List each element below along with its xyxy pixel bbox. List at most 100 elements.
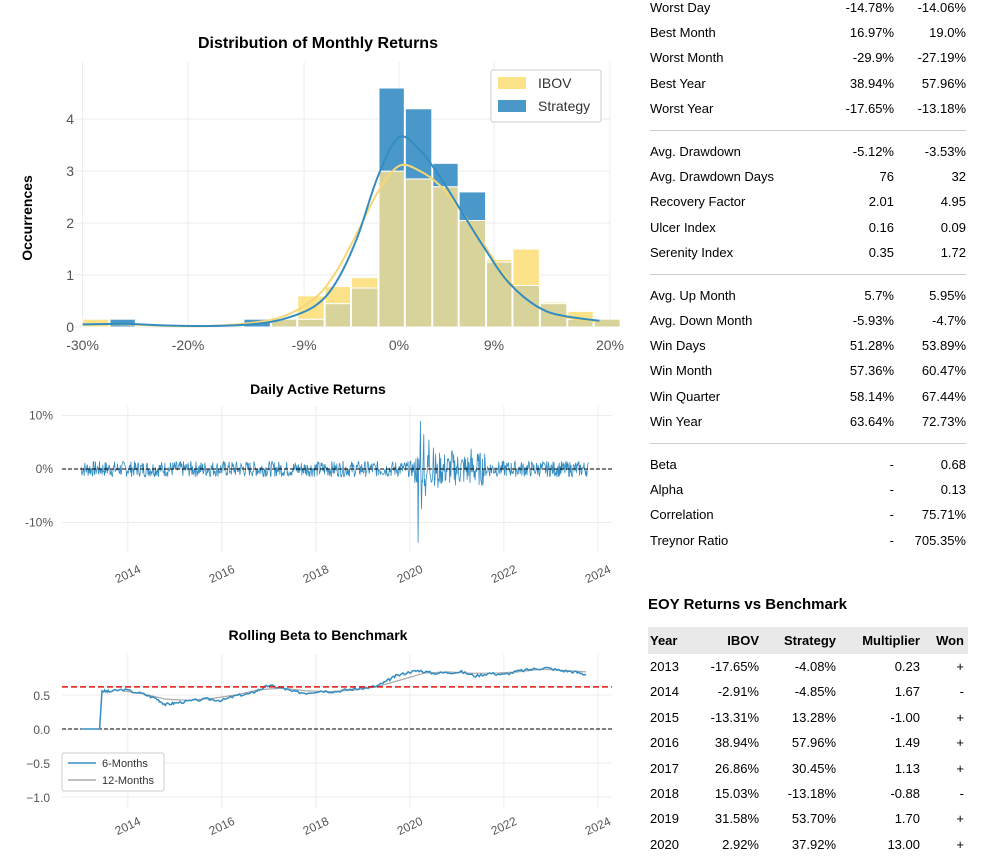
histogram-bar-ibov: [539, 301, 568, 305]
metric-label: Worst Year: [650, 101, 714, 116]
metric-value-strategy: 72.73%: [921, 414, 966, 429]
eoy-cell-multiplier: 1.70: [894, 811, 920, 827]
eoy-header-row: Year IBOV Strategy Multiplier Won: [648, 627, 968, 654]
eoy-row: 2017 26.86% 30.45% 1.13 +: [648, 756, 968, 781]
legend-label-ibov: IBOV: [538, 75, 572, 91]
metric-row: Treynor Ratio - 705.35%: [648, 531, 968, 551]
distribution-ytick: 2: [66, 215, 74, 231]
metric-value-benchmark: 0.35: [868, 245, 894, 260]
metric-label: Worst Day: [650, 0, 711, 15]
eoy-cell-won: +: [956, 760, 964, 776]
eoy-cell-year: 2016: [650, 735, 679, 751]
eoy-row: 2020 2.92% 37.92% 13.00 +: [648, 832, 968, 857]
metric-value-strategy: -27.19%: [917, 50, 966, 65]
distribution-ytick: 1: [66, 267, 74, 283]
histogram-bar: [324, 303, 352, 328]
metric-row: Ulcer Index 0.16 0.09: [648, 218, 968, 238]
histogram-bar: [593, 318, 621, 328]
histogram-bar-strategy: [378, 87, 405, 172]
metric-row: Win Year 63.64% 72.73%: [648, 412, 968, 432]
rolling-beta-xtick: 2018: [301, 814, 331, 838]
metric-label: Treynor Ratio: [650, 533, 729, 548]
metric-label: Win Month: [650, 363, 713, 378]
metric-value-strategy: 53.89%: [921, 338, 966, 353]
histogram-bar-strategy: [458, 191, 487, 221]
metric-value-benchmark: 63.64%: [849, 414, 894, 429]
rolling-beta-title: Rolling Beta to Benchmark: [229, 627, 408, 643]
eoy-cell-ibov: 38.94%: [714, 735, 759, 751]
eoy-cell-year: 2015: [650, 709, 679, 725]
rolling-beta-12-months-line: [123, 668, 587, 702]
eoy-header-multiplier: Multiplier: [862, 633, 920, 648]
distribution-ytick: 4: [66, 111, 74, 127]
distribution-ytick: 0: [66, 319, 74, 335]
rolling-beta-ytick: −1.0: [26, 791, 50, 805]
active-returns-xtick: 2024: [583, 562, 613, 586]
eoy-cell-won: +: [956, 659, 964, 674]
metric-label: Avg. Drawdown Days: [650, 169, 775, 184]
histogram-bar: [351, 287, 379, 328]
eoy-cell-ibov: -17.65%: [710, 659, 759, 674]
metric-row: Worst Month -29.9% -27.19%: [648, 48, 968, 68]
eoy-cell-strategy: 37.92%: [791, 836, 836, 852]
metric-value-benchmark: -5.12%: [852, 144, 894, 159]
metric-label: Avg. Up Month: [650, 288, 736, 303]
eoy-cell-strategy: 53.70%: [791, 811, 836, 827]
distribution-chart-svg: Distribution of Monthly Returns Occurren…: [19, 35, 624, 353]
kde-line-strategy: [82, 135, 600, 328]
rolling-beta-xtick: 2014: [113, 814, 143, 838]
metric-value-strategy: 5.95%: [929, 288, 966, 303]
metric-value-strategy: 60.47%: [921, 363, 966, 378]
metric-label: Best Month: [650, 25, 716, 40]
metric-value-benchmark: 38.94%: [849, 76, 894, 91]
metric-label: Correlation: [650, 507, 714, 522]
metric-label: Worst Month: [650, 50, 724, 65]
metric-value-strategy: 67.44%: [921, 389, 966, 404]
metric-value-strategy: 0.09: [940, 220, 966, 235]
histogram-bar-ibov: [324, 285, 352, 305]
eoy-cell-year: 2017: [650, 760, 679, 776]
metric-value-strategy: 75.71%: [921, 507, 966, 522]
distribution-ylabel: Occurrences: [19, 175, 35, 261]
metric-row: Win Quarter 58.14% 67.44%: [648, 387, 968, 407]
metric-row: Avg. Drawdown -5.12% -3.53%: [648, 142, 968, 162]
eoy-cell-strategy: 57.96%: [791, 735, 836, 751]
metric-row: Win Month 57.36% 60.47%: [648, 361, 968, 381]
eoy-cell-multiplier: -0.88: [890, 786, 920, 801]
histogram-bar: [486, 261, 513, 328]
metric-value-benchmark: -: [889, 457, 894, 472]
eoy-cell-won: +: [956, 735, 964, 751]
eoy-cell-strategy: -4.08%: [794, 659, 836, 674]
eoy-header-ibov: IBOV: [727, 633, 759, 648]
eoy-cell-multiplier: -1.00: [890, 709, 920, 725]
legend-swatch-ibov: [498, 77, 526, 89]
eoy-cell-won: -: [959, 684, 964, 700]
eoy-cell-won: +: [956, 709, 964, 725]
rolling-beta-ytick: 0.0: [33, 723, 50, 737]
metric-value-benchmark: -: [889, 507, 894, 522]
eoy-cell-won: +: [956, 836, 964, 852]
distribution-legend: IBOV Strategy: [490, 69, 602, 123]
distribution-chart: Distribution of Monthly Returns Occurren…: [0, 22, 640, 362]
distribution-xtick: 0%: [389, 337, 409, 353]
metric-label: Avg. Down Month: [650, 313, 753, 328]
distribution-ytick: 3: [66, 163, 74, 179]
metric-value-strategy: 0.13: [940, 482, 966, 497]
metric-row: Worst Day -14.78% -14.06%: [648, 0, 968, 18]
eoy-cell-strategy: 30.45%: [791, 760, 836, 776]
metric-value-strategy: -3.53%: [924, 144, 966, 159]
rolling-beta-xtick: 2022: [489, 814, 519, 838]
rolling-beta-ytick: −0.5: [26, 757, 50, 771]
metric-value-strategy: -14.06%: [917, 0, 966, 15]
eoy-row: 2015 -13.31% 13.28% -1.00 +: [648, 705, 968, 730]
eoy-cell-ibov: 2.92%: [722, 836, 759, 852]
eoy-cell-strategy: 13.28%: [791, 709, 836, 725]
distribution-xtick: 9%: [484, 337, 504, 353]
metric-row: Avg. Drawdown Days 76 32: [648, 167, 968, 187]
metric-value-benchmark: 2.01: [868, 194, 894, 209]
metric-row: Avg. Up Month 5.7% 5.95%: [648, 286, 968, 306]
eoy-row: 2014 -2.91% -4.85% 1.67 -: [648, 679, 968, 704]
active-returns-ytick: -10%: [25, 516, 53, 530]
eoy-row: 2013 -17.65% -4.08% 0.23 +: [648, 654, 968, 679]
metric-value-benchmark: -: [889, 533, 894, 548]
